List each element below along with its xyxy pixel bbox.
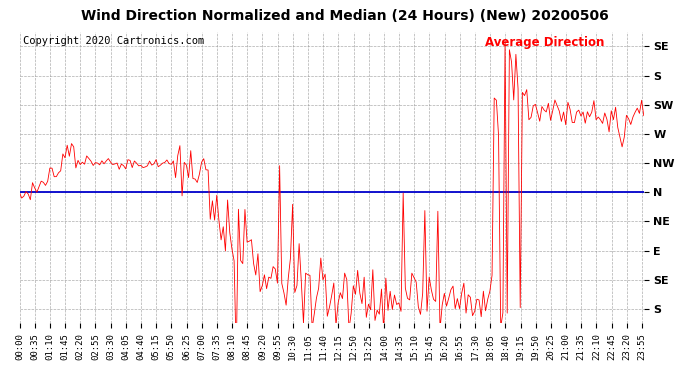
Text: Copyright 2020 Cartronics.com: Copyright 2020 Cartronics.com — [23, 36, 204, 46]
Text: Average Direction: Average Direction — [484, 36, 604, 49]
Text: Wind Direction Normalized and Median (24 Hours) (New) 20200506: Wind Direction Normalized and Median (24… — [81, 9, 609, 23]
